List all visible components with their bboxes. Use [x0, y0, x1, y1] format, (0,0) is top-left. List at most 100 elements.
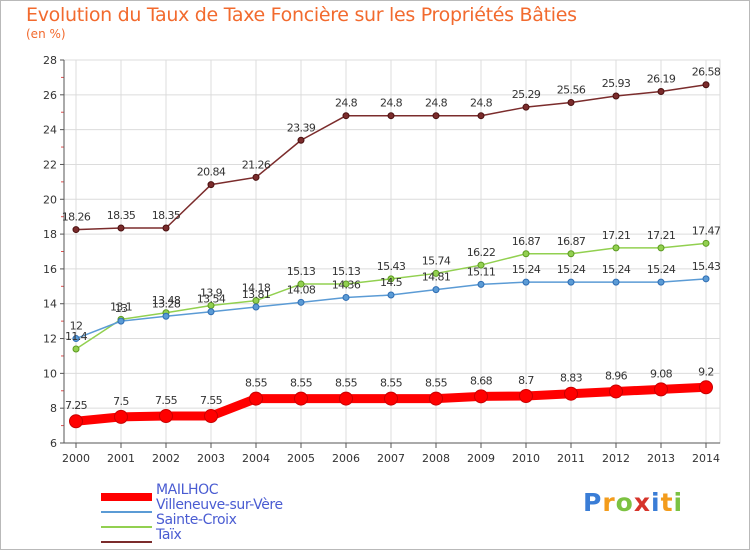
data-point-mailhoc — [339, 391, 353, 406]
data-point-ta-x — [522, 103, 530, 111]
data-label-mailhoc: 8.7 — [518, 374, 534, 387]
data-label-ta-x: 24.8 — [425, 97, 448, 110]
x-tick-label: 2004 — [242, 452, 270, 465]
data-point-villeneuve-sur-v-re — [207, 308, 215, 316]
data-point-mailhoc — [654, 382, 668, 397]
data-label-ta-x: 20.84 — [197, 166, 226, 179]
data-point-ta-x — [117, 224, 125, 232]
legend-label: Sainte-Croix — [156, 512, 237, 528]
y-tick-label: 12 — [43, 333, 57, 346]
data-label-villeneuve-sur-v-re: 13.28 — [152, 297, 181, 310]
logo-letter: i — [651, 488, 661, 517]
x-tick-label: 2002 — [152, 452, 180, 465]
logo-letter: o — [615, 488, 634, 517]
x-tick-label: 2013 — [647, 452, 675, 465]
data-label-ta-x: 24.8 — [380, 97, 403, 110]
x-tick-label: 2012 — [602, 452, 630, 465]
data-label-ta-x: 18.35 — [107, 209, 136, 222]
data-point-sainte-croix — [522, 250, 530, 258]
x-tick-label: 2001 — [107, 452, 135, 465]
data-point-mailhoc — [609, 384, 623, 399]
logo-letter: P — [583, 488, 603, 517]
data-label-villeneuve-sur-v-re: 13.54 — [197, 293, 226, 306]
legend-label: MAILHOC — [156, 482, 219, 498]
data-point-sainte-croix — [297, 280, 305, 288]
y-tick-label: 8 — [50, 402, 57, 415]
data-label-mailhoc: 7.55 — [155, 394, 178, 407]
x-tick-label: 2008 — [422, 452, 450, 465]
data-label-mailhoc: 8.55 — [425, 377, 448, 390]
data-label-mailhoc: 9.08 — [650, 367, 673, 380]
data-label-mailhoc: 8.55 — [380, 377, 403, 390]
data-label-mailhoc: 7.55 — [200, 394, 223, 407]
data-label-villeneuve-sur-v-re: 13.81 — [242, 288, 271, 301]
data-point-mailhoc — [159, 409, 173, 424]
data-point-ta-x — [612, 92, 620, 100]
data-label-ta-x: 24.8 — [335, 97, 358, 110]
data-point-ta-x — [432, 112, 440, 120]
logo-letter: x — [633, 488, 651, 517]
data-label-sainte-croix: 17.21 — [602, 229, 631, 242]
y-tick-label: 18 — [43, 228, 57, 241]
data-point-ta-x — [207, 181, 215, 189]
data-label-villeneuve-sur-v-re: 15.24 — [647, 263, 676, 276]
data-label-ta-x: 26.58 — [692, 66, 721, 79]
y-tick-label: 20 — [43, 193, 57, 206]
data-label-mailhoc: 8.55 — [335, 377, 358, 390]
data-label-sainte-croix: 16.87 — [557, 235, 586, 248]
data-point-sainte-croix — [477, 261, 485, 269]
data-point-ta-x — [702, 81, 710, 89]
x-tick-label: 2003 — [197, 452, 225, 465]
data-label-mailhoc: 8.55 — [290, 377, 313, 390]
y-tick-label: 14 — [43, 298, 57, 311]
data-label-ta-x: 18.35 — [152, 209, 181, 222]
data-point-mailhoc — [564, 386, 578, 401]
data-label-sainte-croix: 17.47 — [692, 224, 721, 237]
data-label-ta-x: 21.26 — [242, 158, 271, 171]
data-point-ta-x — [252, 173, 260, 181]
data-label-villeneuve-sur-v-re: 14.5 — [380, 276, 403, 289]
data-label-villeneuve-sur-v-re: 12 — [70, 320, 83, 333]
data-label-villeneuve-sur-v-re: 15.24 — [602, 263, 631, 276]
x-tick-label: 2006 — [332, 452, 360, 465]
y-tick-label: 10 — [43, 367, 57, 380]
data-label-sainte-croix: 15.43 — [377, 260, 406, 273]
data-point-villeneuve-sur-v-re — [252, 303, 260, 311]
data-label-villeneuve-sur-v-re: 15.11 — [467, 265, 496, 278]
data-label-sainte-croix: 15.13 — [287, 265, 316, 278]
data-point-villeneuve-sur-v-re — [297, 298, 305, 306]
x-tick-label: 2011 — [557, 452, 585, 465]
data-label-mailhoc: 8.55 — [245, 377, 268, 390]
data-point-sainte-croix — [657, 244, 665, 252]
data-label-ta-x: 25.29 — [512, 88, 541, 101]
plot-area — [63, 59, 721, 444]
data-point-mailhoc — [294, 391, 308, 406]
unit-label: (en %) — [26, 27, 66, 41]
data-label-sainte-croix: 15.13 — [332, 265, 361, 278]
data-point-villeneuve-sur-v-re — [567, 278, 575, 286]
data-label-villeneuve-sur-v-re: 14.36 — [332, 278, 361, 291]
data-label-mailhoc: 7.25 — [65, 399, 88, 412]
data-point-villeneuve-sur-v-re — [72, 335, 80, 343]
data-point-ta-x — [657, 88, 665, 96]
data-point-villeneuve-sur-v-re — [612, 278, 620, 286]
legend-label: Taïx — [156, 527, 182, 543]
data-label-villeneuve-sur-v-re: 15.24 — [557, 263, 586, 276]
data-point-sainte-croix — [342, 280, 350, 288]
data-point-mailhoc — [519, 388, 533, 403]
data-point-villeneuve-sur-v-re — [522, 278, 530, 286]
legend-swatch — [101, 526, 152, 528]
data-label-sainte-croix: 14.18 — [242, 282, 271, 295]
data-point-sainte-croix — [387, 275, 395, 283]
data-label-villeneuve-sur-v-re: 14.81 — [422, 271, 451, 284]
y-tick-label: 26 — [43, 89, 57, 102]
chart-title: Evolution du Taux de Taxe Foncière sur l… — [26, 4, 577, 26]
data-label-sainte-croix: 15.74 — [422, 254, 451, 267]
y-tick-label: 28 — [43, 54, 57, 67]
data-label-sainte-croix: 13.1 — [110, 300, 132, 313]
logo-letter: t — [660, 488, 674, 517]
data-label-sainte-croix: 11.4 — [65, 330, 88, 343]
data-point-ta-x — [72, 226, 80, 234]
data-point-villeneuve-sur-v-re — [432, 286, 440, 294]
